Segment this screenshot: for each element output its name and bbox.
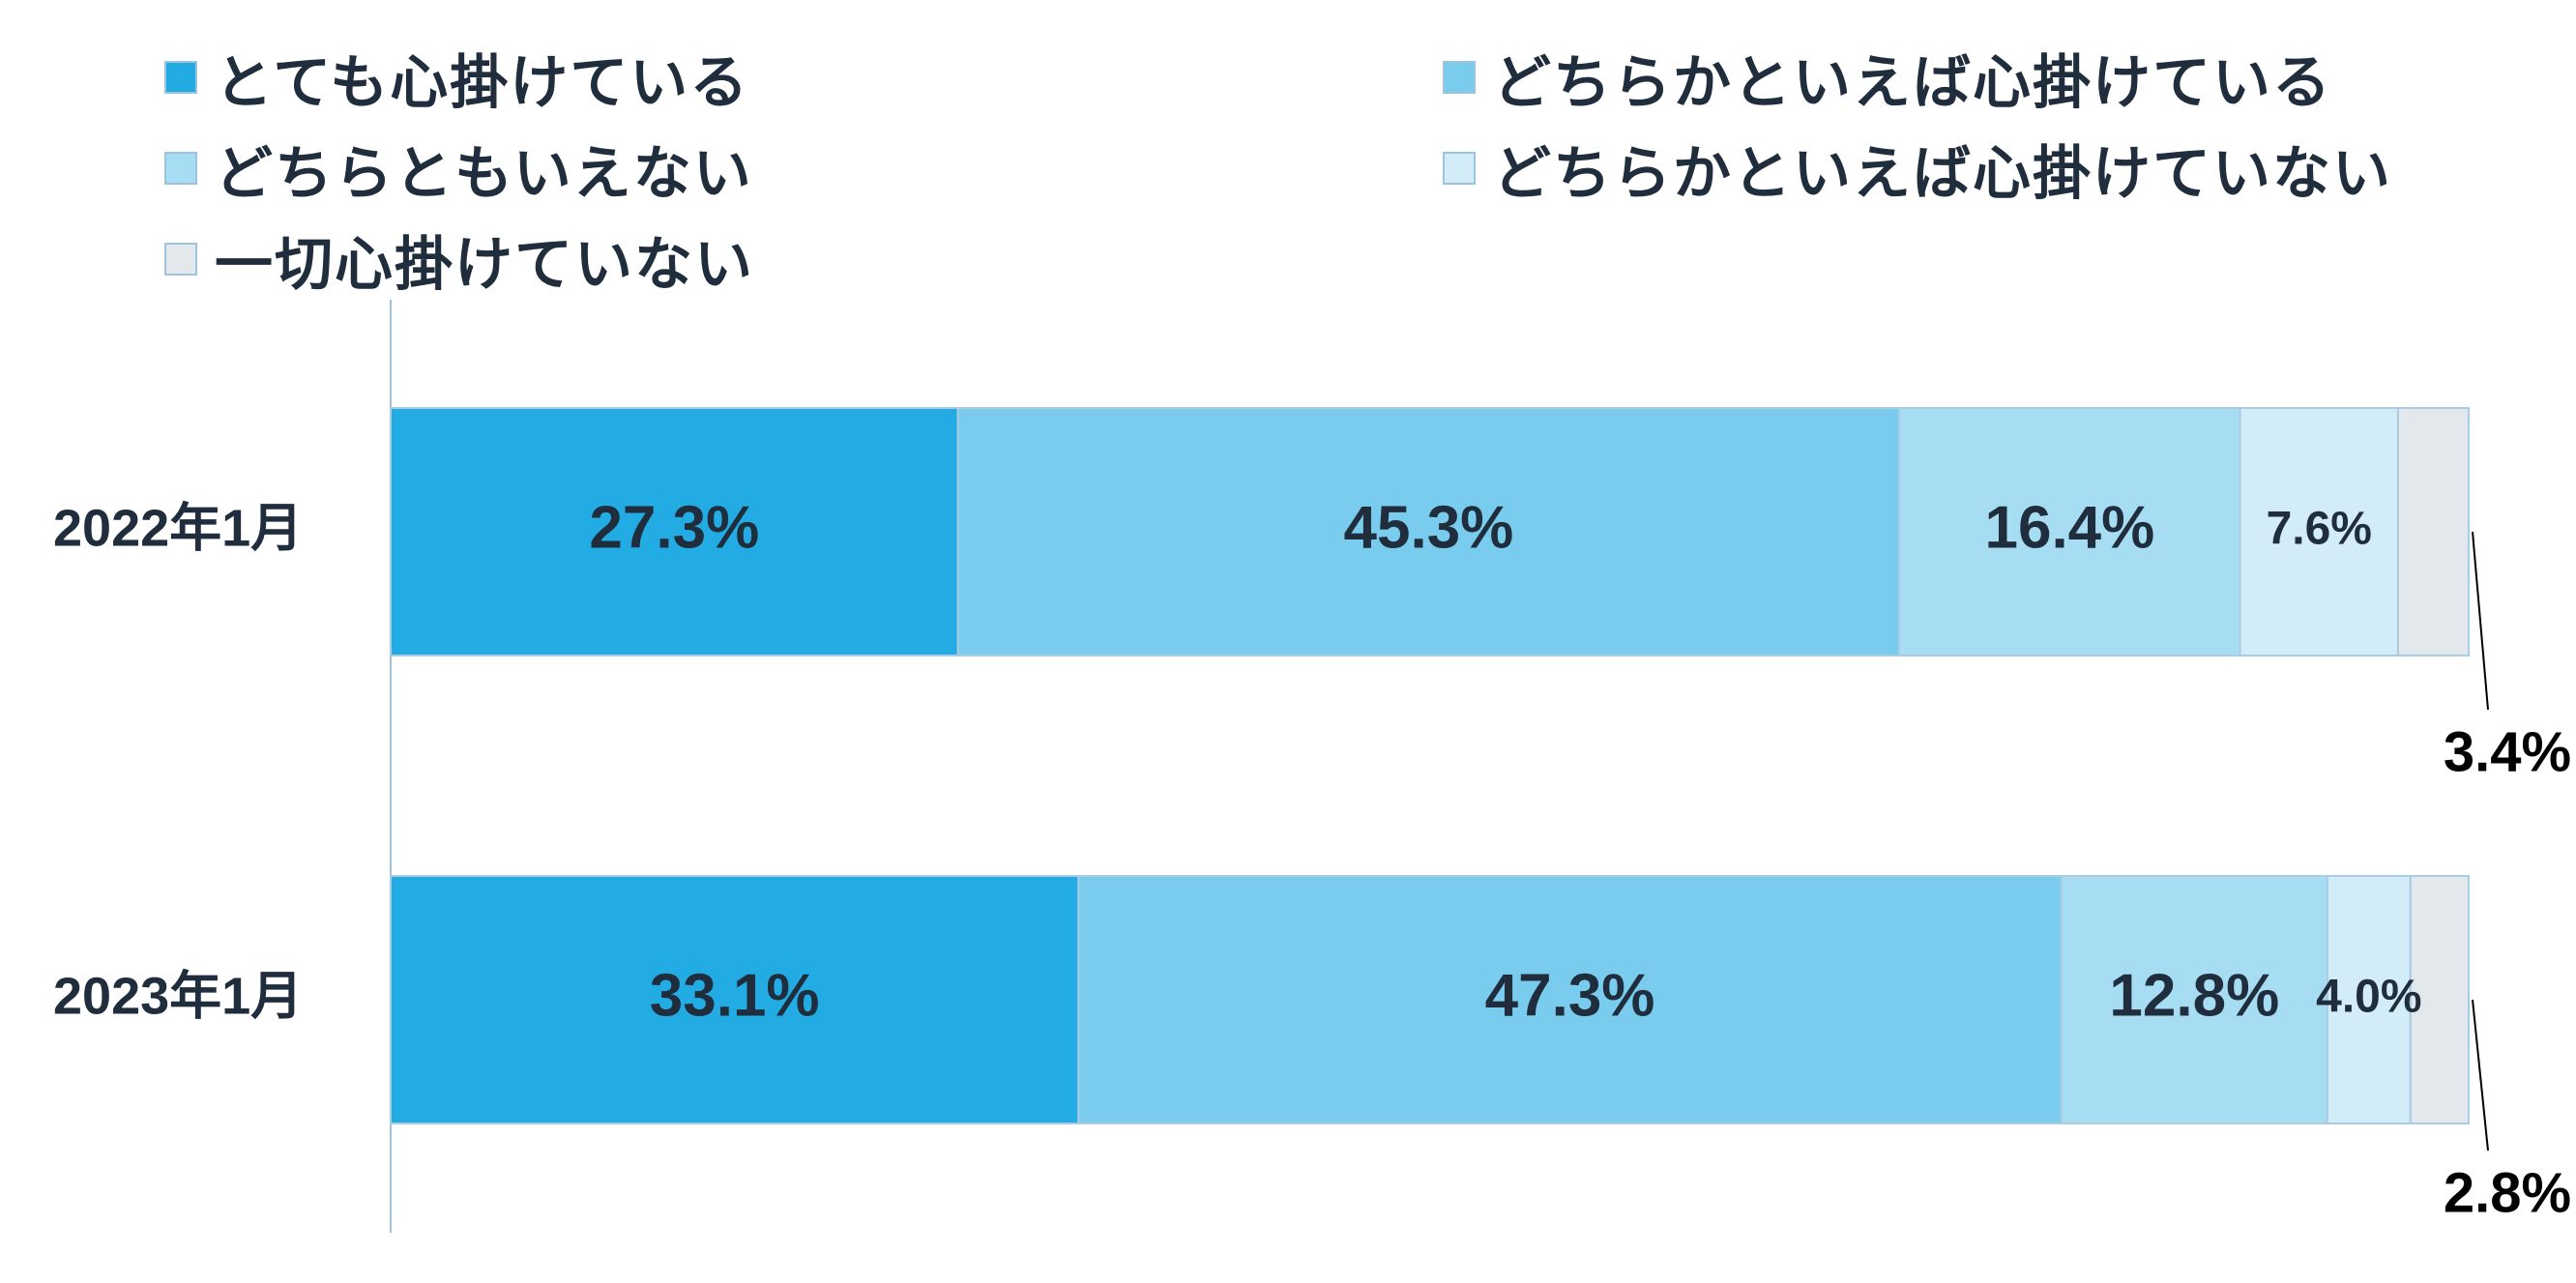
category-label: 2023年1月: [53, 967, 303, 1025]
bar-segment: [2239, 407, 2399, 656]
data-label: 33.1%: [650, 962, 820, 1029]
bar-segment: [390, 875, 1080, 1124]
bar-segment: [2326, 875, 2412, 1124]
category-label: 2022年1月: [53, 499, 303, 557]
data-label: 16.4%: [1984, 494, 2154, 561]
legend-swatch: [1443, 152, 1476, 185]
legend-item-somewhat-not-mindful: どちらかといえば心掛けていない: [1443, 130, 2392, 208]
data-label: 45.3%: [1344, 494, 1514, 561]
bar-segment: [2060, 875, 2328, 1124]
bar-segment: [1077, 875, 2063, 1124]
legend-label: どちらかといえば心掛けている: [1493, 48, 2332, 117]
bar-segment: [956, 407, 1901, 656]
data-label: 12.8%: [2109, 962, 2279, 1029]
legend-swatch: [164, 243, 197, 276]
legend-item-very-mindful: とても心掛けている: [164, 39, 749, 117]
legend-item-not-mindful-at-all: 一切心掛けていない: [164, 220, 754, 299]
data-label: 47.3%: [1485, 962, 1655, 1029]
legend-label: どちらともいえない: [215, 139, 753, 208]
legend-label: どちらかといえば心掛けていない: [1493, 139, 2392, 208]
legend-label: 一切心掛けていない: [215, 230, 754, 299]
bar-group: [390, 407, 2471, 1124]
data-label: 3.4%: [2444, 720, 2571, 783]
data-label: 27.3%: [589, 494, 759, 561]
callout-line: [2472, 531, 2489, 711]
legend-item-neutral: どちらともいえない: [164, 130, 753, 208]
legend-swatch: [1443, 61, 1476, 94]
legend-swatch: [164, 152, 197, 185]
legend-label: とても心掛けている: [215, 48, 750, 117]
data-label: 4.0%: [2316, 972, 2421, 1023]
legend-swatch: [164, 61, 197, 94]
bar-segment: [1898, 407, 2241, 656]
legend-item-somewhat-mindful: どちらかといえば心掛けている: [1443, 39, 2332, 117]
data-label: 7.6%: [2267, 504, 2372, 555]
callout-line: [2472, 999, 2489, 1152]
data-label: 2.8%: [2444, 1161, 2571, 1224]
bar-segment: [390, 407, 959, 656]
bar-segment: [2409, 875, 2470, 1124]
bar-segment: [2396, 407, 2471, 656]
